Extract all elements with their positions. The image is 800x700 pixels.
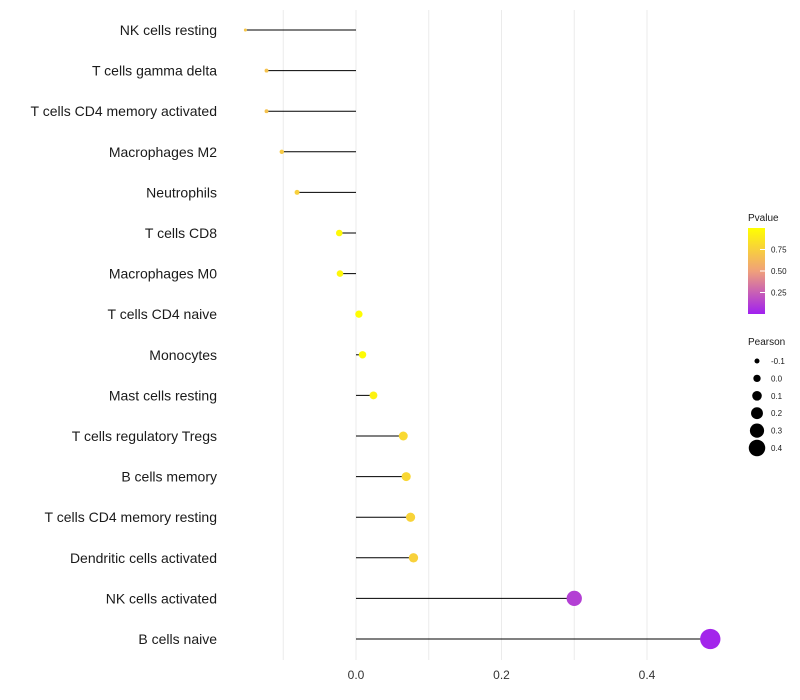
pearson-legend-title: Pearson (748, 337, 785, 348)
category-label: T cells CD4 naive (108, 306, 218, 322)
lollipop-dot (335, 229, 343, 237)
lollipop-dot (355, 310, 363, 318)
pearson-key-dot (749, 423, 765, 438)
pvalue-legend-title: Pvalue (748, 213, 779, 224)
x-tick-label: 0.0 (348, 668, 365, 682)
grid-lines (282, 10, 648, 660)
category-label: T cells CD4 memory resting (45, 509, 217, 525)
pearson-key-dot (751, 407, 763, 420)
category-label: B cells naive (138, 631, 217, 647)
lollipop-dot (243, 28, 247, 32)
pearson-key-label: 0.2 (771, 409, 783, 418)
lollipop-dot (279, 149, 285, 155)
lollipop-dot (358, 351, 367, 359)
lollipop-dot (405, 512, 416, 522)
pearson-legend: Pearson -0.1 0.0 0.1 0.2 0.3 0.4 (748, 337, 785, 457)
lollipop-dot (264, 68, 269, 73)
x-tick-label: 0.4 (639, 668, 656, 682)
x-axis-ticks: 0.0 0.2 0.4 (348, 668, 656, 682)
lollipop-stems (245, 29, 711, 640)
pearson-key-label: 0.1 (771, 392, 783, 401)
pearson-key-dot (754, 358, 760, 364)
category-label: Mast cells resting (109, 387, 217, 403)
lollipop-dot (369, 391, 378, 400)
category-label: T cells gamma delta (92, 63, 217, 79)
category-label: T cells CD8 (145, 225, 217, 241)
lollipop-dots (243, 28, 721, 650)
lollipop-dot (700, 628, 721, 650)
lollipop-dot (294, 189, 300, 195)
lollipop-dot (336, 270, 344, 277)
pearson-key-label: 0.4 (771, 444, 783, 453)
lollipop-dot (264, 109, 269, 114)
lollipop-dot (401, 472, 411, 482)
lollipop-dot (408, 553, 419, 563)
category-label: NK cells resting (120, 22, 217, 38)
pearson-key-dot (748, 439, 766, 457)
pearson-key-label: -0.1 (771, 357, 785, 366)
x-tick-label: 0.2 (493, 668, 510, 682)
category-label: T cells regulatory Tregs (72, 428, 217, 444)
category-label: B cells memory (121, 469, 217, 485)
lollipop-dot (398, 431, 408, 441)
pearson-key-dot (753, 374, 761, 383)
pvalue-tick-label: 0.75 (771, 246, 787, 255)
category-label: T cells CD4 memory activated (31, 103, 217, 119)
pearson-key-label: 0.3 (771, 427, 783, 436)
pearson-key-dot (752, 390, 762, 401)
pvalue-tick-label: 0.25 (771, 289, 787, 298)
category-label: Macrophages M0 (109, 266, 217, 282)
category-label: Dendritic cells activated (70, 550, 217, 566)
category-label: Neutrophils (146, 184, 217, 200)
category-label: Monocytes (149, 347, 217, 363)
category-labels: NK cells resting T cells gamma delta T cel… (31, 22, 218, 647)
category-label: NK cells activated (106, 590, 217, 606)
lollipop-dot (566, 590, 582, 607)
pvalue-legend: Pvalue 0.75 0.50 0.25 (748, 213, 787, 314)
pearson-key-label: 0.0 (771, 374, 783, 383)
pvalue-tick-label: 0.50 (771, 267, 787, 276)
category-label: Macrophages M2 (109, 144, 217, 160)
